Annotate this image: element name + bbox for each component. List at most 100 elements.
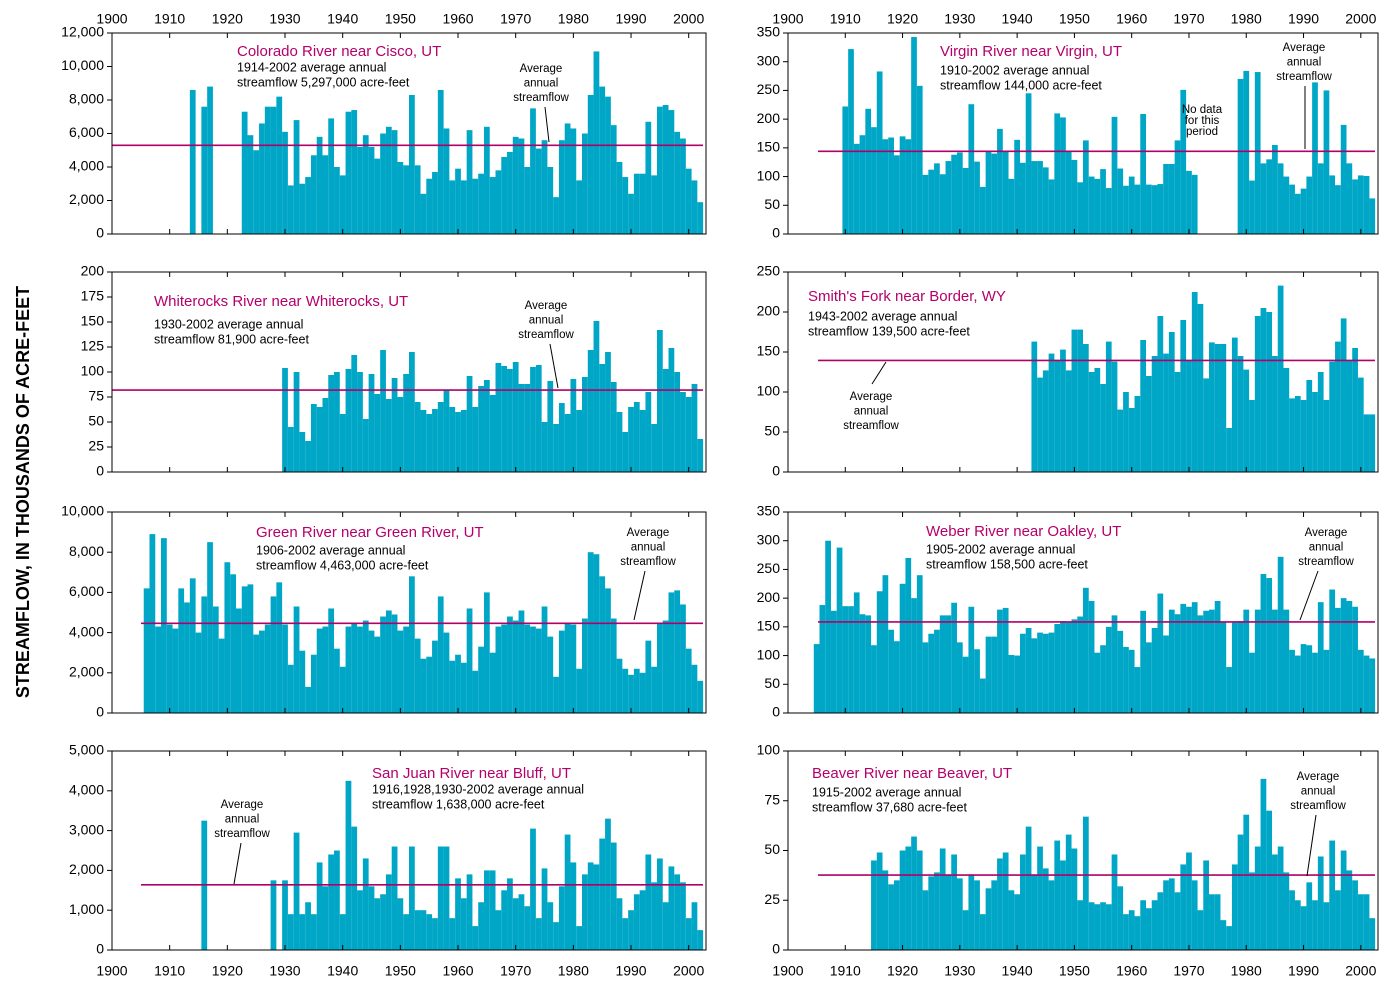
bar (316, 407, 323, 472)
bar (674, 372, 681, 472)
bar (1346, 870, 1353, 950)
bar (1151, 628, 1158, 713)
bar (1340, 598, 1347, 713)
bar (905, 139, 912, 234)
bar (270, 596, 277, 713)
bar (1317, 372, 1324, 472)
bar (1077, 182, 1083, 234)
bar (1266, 578, 1273, 713)
bar (524, 906, 531, 950)
bar (876, 71, 883, 234)
bar (374, 158, 381, 234)
bar (911, 598, 917, 713)
bar (351, 826, 358, 950)
bar (478, 902, 484, 950)
plot-frame (111, 750, 707, 951)
bar (605, 96, 611, 235)
bar (1123, 392, 1129, 472)
bar (1111, 116, 1118, 234)
x-tick-label: 1940 (327, 963, 358, 979)
bar (414, 402, 421, 472)
bar (293, 120, 300, 234)
bar (1220, 920, 1227, 950)
bar (1289, 184, 1295, 234)
y-tick-label: 200 (757, 589, 781, 605)
bar (1002, 607, 1009, 713)
bar (985, 151, 992, 234)
bar (495, 170, 502, 234)
bar (865, 615, 872, 713)
bar (1100, 902, 1106, 950)
bar (1272, 609, 1278, 713)
bar (1180, 864, 1187, 950)
bar (287, 185, 294, 234)
bar (357, 146, 363, 234)
bar (1317, 602, 1324, 713)
x-tick-label: 1920 (212, 11, 243, 27)
bar (512, 362, 519, 472)
bar (1306, 380, 1313, 472)
bar (1128, 176, 1135, 234)
bar (1214, 601, 1221, 713)
y-tick-label: 0 (772, 704, 780, 720)
y-tick-label: 75 (764, 791, 780, 807)
x-tick-label: 2000 (673, 11, 704, 27)
bar (1312, 82, 1318, 234)
bar (455, 654, 461, 713)
bar (1346, 360, 1353, 472)
bar (1209, 609, 1215, 713)
bar (432, 172, 438, 234)
bar (1002, 150, 1009, 234)
x-tick-label: 1970 (500, 11, 531, 27)
bar (651, 424, 657, 472)
bar (1306, 176, 1313, 234)
x-tick-label: 1930 (269, 963, 300, 979)
bar (1140, 610, 1147, 713)
bar (489, 395, 496, 472)
bar (334, 372, 340, 472)
bar (928, 169, 935, 234)
bar (680, 138, 686, 234)
bar (1168, 609, 1175, 713)
bar (956, 878, 963, 950)
y-tick-label: 0 (772, 463, 780, 479)
average-annotation: Average (1305, 527, 1348, 539)
bar (1060, 621, 1066, 713)
bar (385, 874, 392, 950)
bar (437, 89, 444, 234)
y-tick-label: 50 (764, 423, 780, 439)
bar (1300, 644, 1307, 713)
y-tick-label: 350 (757, 503, 781, 519)
average-annotation: streamflow (620, 556, 676, 568)
bar (507, 151, 513, 234)
bar (882, 870, 889, 950)
y-tick-label: 250 (757, 263, 781, 279)
bar (945, 874, 952, 950)
bar (859, 614, 866, 713)
bar (979, 914, 986, 950)
bar (1277, 163, 1284, 234)
y-tick-label: 50 (764, 196, 780, 212)
bar (357, 626, 363, 713)
bar (201, 106, 208, 234)
bar (166, 624, 173, 713)
bar (339, 666, 346, 713)
bar (282, 880, 288, 950)
bar (230, 574, 236, 713)
y-tick-label: 350 (757, 24, 781, 40)
bar (432, 918, 438, 950)
panel-note: 1943-2002 average annual (808, 309, 957, 323)
bar (501, 624, 508, 713)
bar (853, 592, 860, 713)
bar (466, 376, 473, 472)
bar (922, 174, 929, 234)
x-tick-label: 1930 (944, 11, 975, 27)
bar (1151, 185, 1158, 234)
bar (322, 886, 329, 950)
bar (1060, 117, 1066, 234)
bar (593, 321, 600, 472)
bar (328, 608, 335, 713)
bar (888, 137, 894, 234)
bar (501, 156, 508, 234)
bar (605, 352, 611, 472)
